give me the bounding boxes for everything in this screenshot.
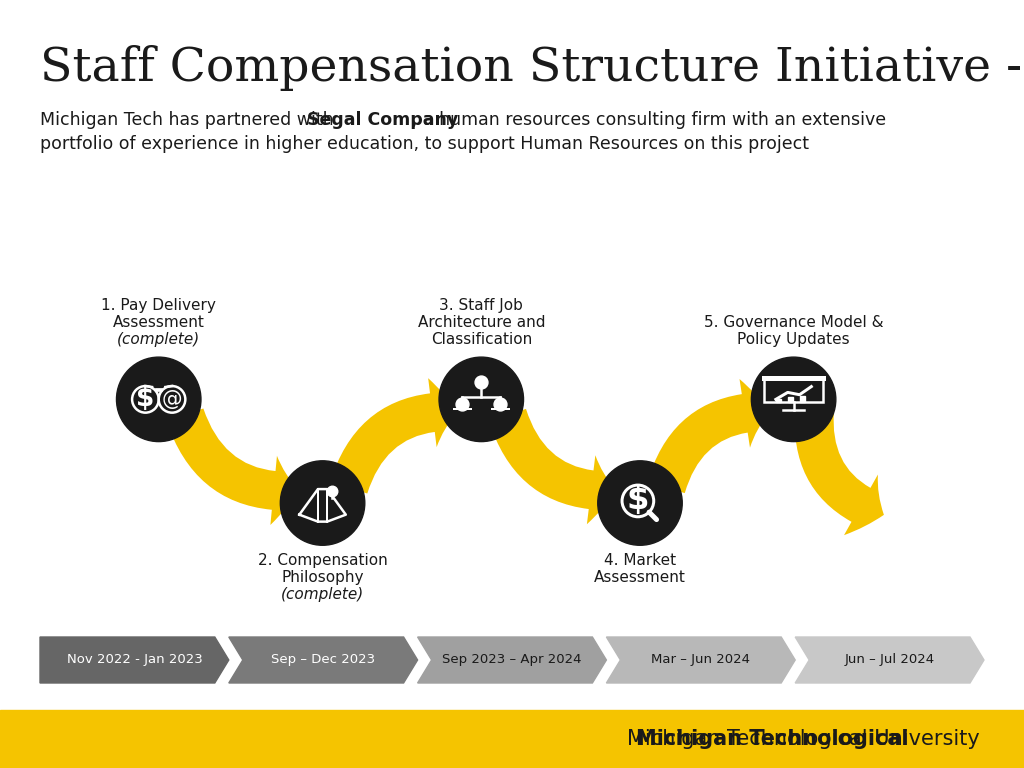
Circle shape — [598, 461, 682, 545]
Text: 4. Market: 4. Market — [604, 553, 676, 568]
Text: Architecture and: Architecture and — [418, 315, 545, 330]
Text: Segal Company: Segal Company — [307, 111, 459, 129]
FancyBboxPatch shape — [776, 399, 781, 402]
FancyArrowPatch shape — [488, 409, 616, 525]
Text: Jun – Jul 2024: Jun – Jul 2024 — [845, 654, 935, 667]
Text: Sep 2023 – Apr 2024: Sep 2023 – Apr 2024 — [442, 654, 582, 667]
Polygon shape — [796, 637, 984, 683]
Text: Classification: Classification — [431, 332, 531, 347]
Text: $: $ — [136, 386, 155, 412]
Text: 3. Staff Job: 3. Staff Job — [439, 298, 523, 313]
FancyBboxPatch shape — [800, 396, 805, 402]
Text: Michigan Tech has partnered with: Michigan Tech has partnered with — [40, 111, 339, 129]
Circle shape — [439, 357, 523, 442]
Text: @: @ — [162, 389, 182, 409]
Text: Staff Compensation Structure Initiative - Phases: Staff Compensation Structure Initiative … — [40, 45, 1024, 91]
Text: Sep – Dec 2023: Sep – Dec 2023 — [271, 654, 375, 667]
Text: Assessment: Assessment — [113, 315, 205, 330]
Text: (complete): (complete) — [117, 332, 201, 347]
Text: Assessment: Assessment — [594, 571, 686, 585]
Text: 5. Governance Model &: 5. Governance Model & — [703, 315, 884, 330]
Circle shape — [752, 357, 836, 442]
Polygon shape — [606, 637, 796, 683]
Text: Philosophy: Philosophy — [282, 571, 364, 585]
FancyArrowPatch shape — [647, 379, 770, 493]
Circle shape — [281, 461, 365, 545]
Text: 2. Compensation: 2. Compensation — [258, 553, 387, 568]
Text: Michigan Technological University: Michigan Technological University — [628, 729, 980, 749]
Polygon shape — [40, 637, 228, 683]
Circle shape — [117, 357, 201, 442]
FancyArrowPatch shape — [330, 378, 458, 494]
Text: Nov 2022 - Jan 2023: Nov 2022 - Jan 2023 — [67, 654, 203, 667]
FancyArrowPatch shape — [795, 409, 884, 535]
Text: $: $ — [627, 485, 649, 516]
Text: portfolio of experience in higher education, to support Human Resources on this : portfolio of experience in higher educat… — [40, 135, 809, 153]
FancyArrowPatch shape — [167, 409, 299, 525]
Text: Mar – Jun 2024: Mar – Jun 2024 — [651, 654, 751, 667]
Text: Michigan Technological: Michigan Technological — [636, 729, 908, 749]
Text: 1. Pay Delivery: 1. Pay Delivery — [101, 298, 216, 313]
Polygon shape — [418, 637, 606, 683]
Polygon shape — [228, 637, 418, 683]
FancyBboxPatch shape — [788, 398, 794, 402]
FancyBboxPatch shape — [0, 710, 1024, 768]
Text: , a human resources consulting firm with an extensive: , a human resources consulting firm with… — [412, 111, 886, 129]
Text: (complete): (complete) — [281, 588, 365, 602]
Text: Policy Updates: Policy Updates — [737, 332, 850, 347]
